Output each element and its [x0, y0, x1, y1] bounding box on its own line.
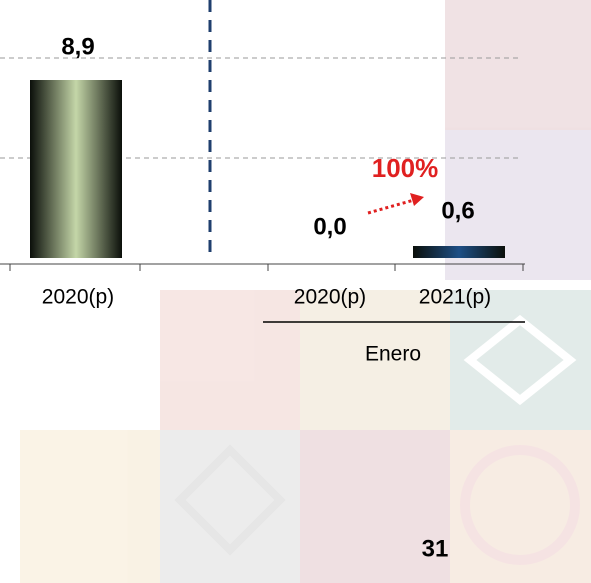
group-label: Enero	[365, 343, 421, 366]
bar	[413, 246, 505, 258]
page-number: 31	[422, 535, 449, 562]
growth-arrowhead	[410, 193, 424, 206]
x-tick-label: 2021(p)	[419, 286, 491, 309]
x-tick-label: 2020(p)	[42, 286, 114, 309]
background-pattern	[20, 0, 591, 583]
value-label: 8,9	[61, 33, 94, 60]
growth-arrow	[367, 198, 415, 215]
bar	[30, 80, 122, 258]
x-tick-label: 2020(p)	[294, 286, 366, 309]
value-label: 0,0	[313, 213, 346, 240]
annotation: 100%	[372, 153, 439, 183]
value-label: 0,6	[441, 197, 474, 224]
